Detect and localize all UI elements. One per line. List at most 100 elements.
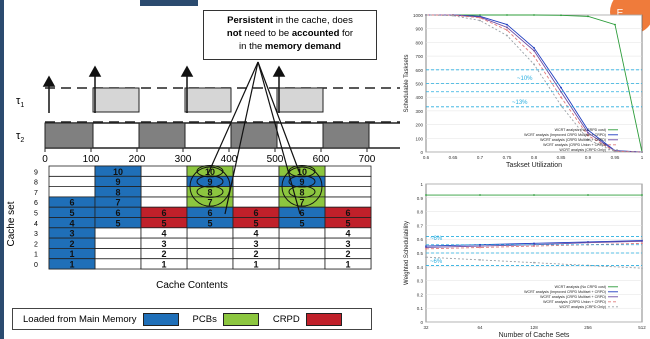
cache-cell bbox=[140, 175, 188, 188]
cache-block-label: 2 bbox=[161, 249, 166, 259]
cache-block-label: 3 bbox=[345, 239, 350, 249]
legend-crpd-label: CRPD bbox=[272, 313, 300, 325]
persistent-marker bbox=[288, 175, 316, 188]
cache-block-label: 10 bbox=[113, 167, 123, 177]
cache-block-label: 1 bbox=[345, 260, 350, 270]
cache-block-label: 6 bbox=[299, 208, 304, 218]
persistent-group bbox=[189, 166, 231, 207]
title-fragment-bar bbox=[140, 0, 198, 6]
cache-cell bbox=[48, 186, 96, 198]
cache-cell bbox=[94, 227, 142, 239]
cache-block bbox=[232, 258, 280, 270]
cache-cell bbox=[278, 258, 326, 270]
cache-block-label: 7 bbox=[115, 198, 120, 208]
persistent-marker bbox=[196, 185, 224, 198]
cache-cell bbox=[186, 247, 234, 260]
time-tick-label: 400 bbox=[221, 154, 238, 165]
legend-crpd-swatch bbox=[305, 312, 342, 326]
set-row-label: 7 bbox=[34, 190, 38, 197]
cache-block bbox=[324, 258, 372, 270]
legend-main-swatch bbox=[142, 312, 179, 326]
time-tick-label: 0 bbox=[42, 154, 48, 165]
cache-block-label: 1 bbox=[69, 249, 74, 259]
set-row-label: 1 bbox=[34, 252, 38, 259]
cache-block-label: 6 bbox=[69, 198, 74, 208]
cache-block-label: 6 bbox=[207, 208, 212, 218]
task-label-t2: τ2 bbox=[16, 130, 24, 144]
cache-cell bbox=[278, 247, 326, 260]
cache-cell bbox=[94, 247, 142, 260]
persistence-callout: Persistent in the cache, does not need t… bbox=[203, 10, 377, 60]
set-row-labels: 9 8 7 6 5 4 3 2 1 0 bbox=[34, 169, 38, 269]
set-row-label: 2 bbox=[34, 241, 38, 248]
cache-block bbox=[48, 258, 96, 270]
set-row-label: 5 bbox=[34, 211, 38, 218]
cache-block-label: 5 bbox=[161, 218, 166, 228]
cache-block-label: 4 bbox=[69, 218, 74, 228]
cache-cell bbox=[278, 227, 326, 239]
cache-cell bbox=[186, 237, 234, 249]
cache-cell bbox=[278, 237, 326, 249]
cache-cell bbox=[232, 186, 280, 198]
cache-block bbox=[140, 258, 188, 270]
cache-block-label: 1 bbox=[253, 260, 258, 270]
cache-grid: 6543211109876565432110987656543211098765… bbox=[48, 165, 372, 270]
cache-block-label: 4 bbox=[345, 229, 350, 239]
cache-cell bbox=[94, 258, 142, 270]
cache-block-label: 1 bbox=[161, 260, 166, 270]
legend: Loaded from Main Memory PCBs CRPD bbox=[12, 308, 372, 330]
persistent-group bbox=[281, 166, 323, 207]
cache-cell bbox=[232, 175, 280, 188]
time-tick-label: 500 bbox=[267, 154, 284, 165]
legend-pcb-label: PCBs bbox=[192, 313, 217, 325]
cache-cell bbox=[140, 196, 188, 208]
legend-pcb-swatch bbox=[222, 312, 259, 326]
cache-cell bbox=[186, 227, 234, 239]
set-row-label: 6 bbox=[34, 200, 38, 207]
cache-cell bbox=[48, 165, 96, 177]
cache-block-label: 6 bbox=[345, 208, 350, 218]
cache-block-label: 6 bbox=[115, 208, 120, 218]
cache-block-label: 5 bbox=[345, 218, 350, 228]
cache-block-label: 2 bbox=[69, 239, 74, 249]
set-row-label: 4 bbox=[34, 221, 38, 228]
cache-block-label: 2 bbox=[345, 249, 350, 259]
cache-block-label: 1 bbox=[69, 260, 74, 270]
cache-block-label: 8 bbox=[115, 187, 120, 197]
time-tick-label: 300 bbox=[175, 154, 192, 165]
set-row-label: 3 bbox=[34, 231, 38, 238]
left-accent-bar bbox=[0, 0, 4, 339]
cache-block-label: 8 bbox=[207, 187, 212, 197]
cache-block-label: 4 bbox=[161, 229, 166, 239]
cache-block-label: 9 bbox=[299, 177, 304, 187]
legend-main-label: Loaded from Main Memory bbox=[23, 313, 137, 325]
persistent-marker bbox=[288, 185, 316, 198]
cache-cell bbox=[324, 165, 372, 177]
time-tick-label: 600 bbox=[313, 154, 330, 165]
cache-block-label: 9 bbox=[207, 177, 212, 187]
cache-cell bbox=[186, 258, 234, 270]
cache-contents-label: Cache Contents bbox=[156, 280, 228, 291]
cache-block-label: 8 bbox=[299, 187, 304, 197]
cache-cell bbox=[232, 165, 280, 177]
cache-cell bbox=[48, 175, 96, 188]
set-row-label: 8 bbox=[34, 180, 38, 187]
cache-block-label: 5 bbox=[253, 218, 258, 228]
set-row-label: 9 bbox=[34, 169, 38, 176]
cache-block-label: 3 bbox=[161, 239, 166, 249]
callout-pointers bbox=[207, 61, 301, 215]
cache-block-label: 5 bbox=[207, 218, 212, 228]
cache-cell bbox=[140, 186, 188, 198]
cache-block-label: 6 bbox=[253, 208, 258, 218]
time-tick-label: 200 bbox=[129, 154, 146, 165]
cache-cell bbox=[94, 237, 142, 249]
cache-block-label: 9 bbox=[115, 177, 120, 187]
cache-block-label: 10 bbox=[205, 167, 215, 177]
cache-cell bbox=[140, 165, 188, 177]
cache-block-label: 6 bbox=[161, 208, 166, 218]
cache-block-label: 4 bbox=[253, 229, 258, 239]
cache-block-label: 7 bbox=[207, 198, 212, 208]
cache-block-label: 3 bbox=[69, 229, 74, 239]
persistent-marker bbox=[196, 175, 224, 188]
